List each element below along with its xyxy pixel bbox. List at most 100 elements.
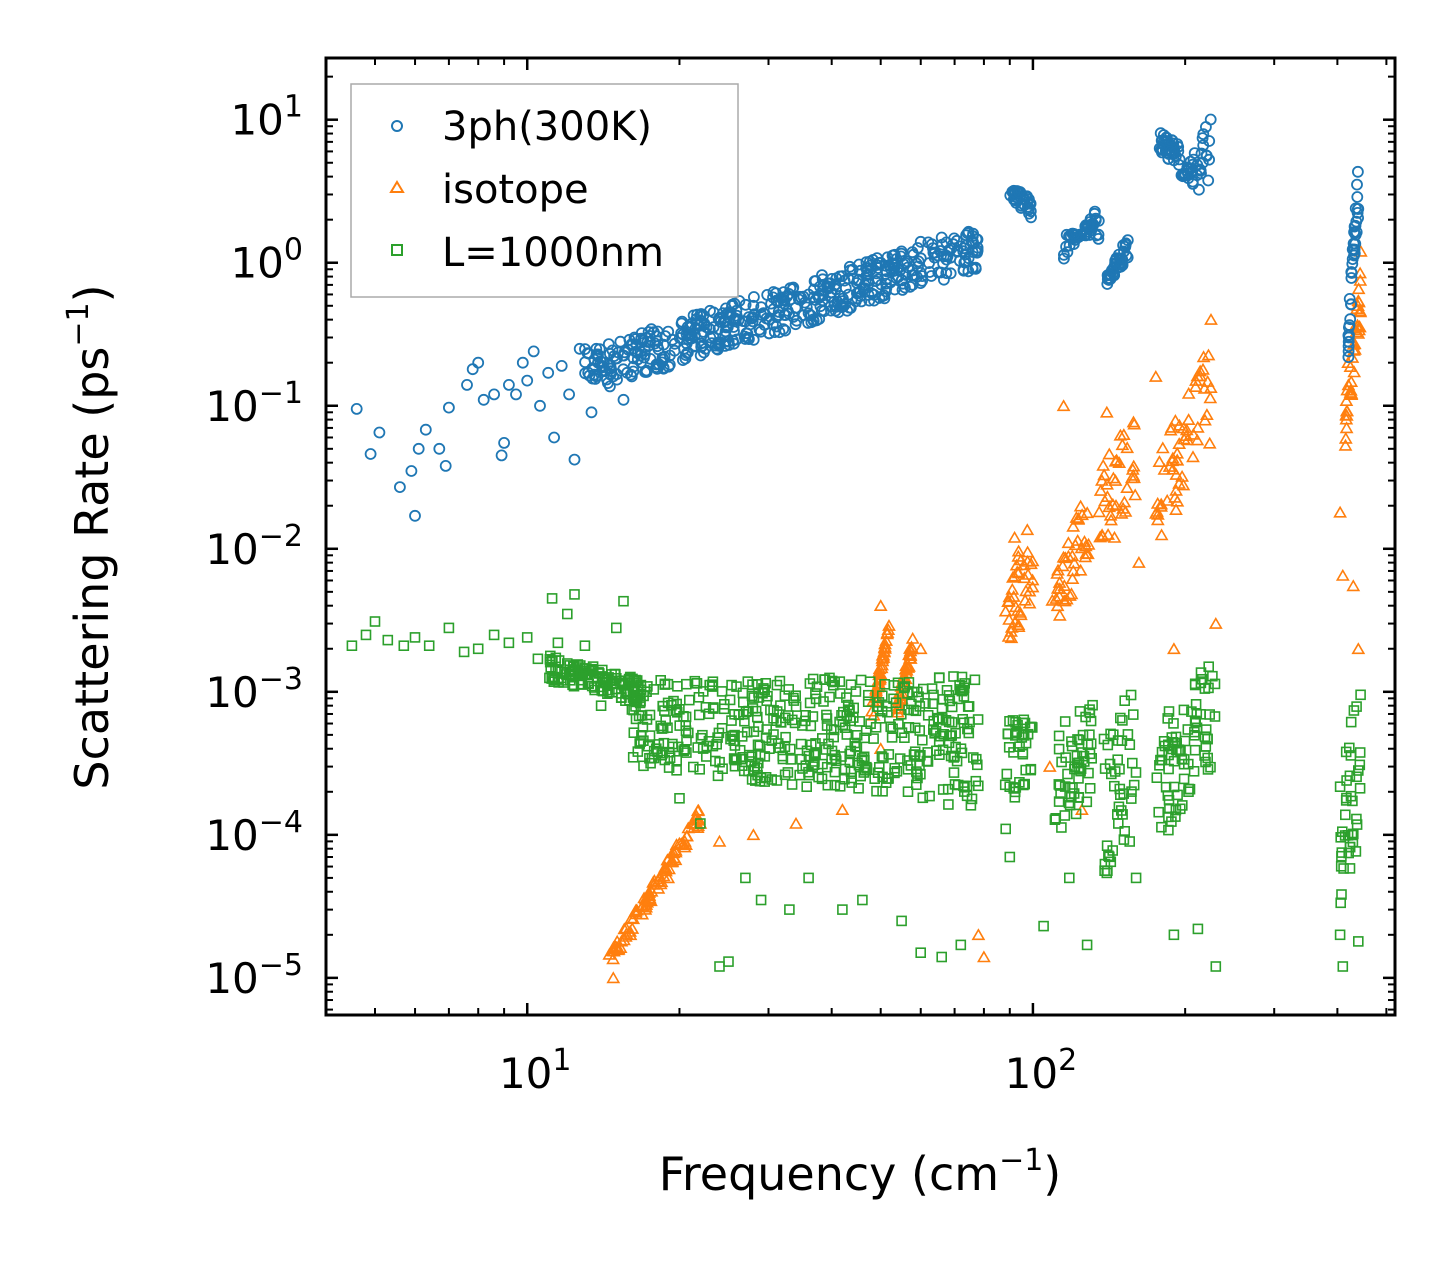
point-boundary [1073,757,1085,769]
point-isotope [1120,481,1134,493]
point-boundary [1128,709,1139,720]
point-3ph [899,268,912,281]
point-isotope [1056,399,1071,412]
point-boundary [913,691,924,703]
point-isotope [1006,570,1020,583]
point-boundary [891,765,903,777]
point-boundary [659,754,671,766]
point-3ph [521,374,534,387]
point-isotope [872,665,886,678]
point-3ph [740,327,753,340]
point-boundary [671,764,682,776]
point-isotope [998,604,1013,617]
point-isotope [1116,428,1131,440]
point-3ph [1351,178,1363,191]
point-boundary [695,732,707,744]
point-isotope [1106,471,1121,484]
point-3ph [948,232,961,245]
point-3ph [767,286,780,298]
point-3ph [1154,127,1167,140]
point-isotope [875,658,889,671]
y-tick-label: 10−4 [205,805,303,860]
point-boundary [587,661,599,672]
point-3ph [409,509,421,522]
point-3ph [1186,175,1199,188]
point-isotope [1190,420,1205,433]
point-3ph [923,266,936,278]
point-3ph [688,340,701,353]
point-boundary [1074,706,1086,717]
point-3ph [828,299,841,311]
point-boundary [1062,768,1073,780]
point-boundary [1125,689,1137,701]
point-3ph [739,298,752,311]
point-boundary [1122,729,1134,740]
point-boundary [1336,847,1348,858]
point-boundary [945,730,956,742]
point-boundary [967,752,979,763]
point-3ph [498,436,511,449]
point-isotope [1150,513,1165,526]
point-isotope [1025,573,1040,586]
point-3ph [639,344,651,357]
point-boundary [1337,961,1349,972]
point-3ph [502,378,515,391]
point-3ph [412,442,425,455]
point-boundary [972,714,984,725]
point-boundary [681,747,692,758]
point-isotope [1019,584,1033,597]
point-boundary [1347,836,1359,848]
point-boundary [873,697,885,708]
point-isotope [1120,441,1135,454]
point-boundary [1126,793,1137,804]
point-3ph [364,448,377,460]
point-boundary [804,697,816,709]
y-tick-label: 10−1 [205,376,303,431]
point-boundary [965,799,977,811]
x-tick-label: 102 [1005,1043,1078,1098]
point-3ph [1344,313,1357,326]
point-boundary [600,677,611,689]
point-boundary [1128,779,1140,791]
point-isotope [1345,351,1360,363]
point-3ph [914,252,927,265]
point-boundary [808,759,820,771]
point-boundary [674,703,685,715]
point-3ph [687,309,700,322]
point-3ph [393,481,406,494]
point-boundary [1003,741,1015,753]
point-boundary [738,765,750,777]
point-isotope [1172,476,1186,489]
point-boundary [662,697,674,709]
point-boundary [704,679,716,691]
point-boundary [893,718,904,730]
point-3ph [808,275,821,288]
point-3ph [932,266,945,279]
point-boundary [800,709,812,721]
point-boundary [1084,782,1096,794]
x-axis-title: Frequency (cm−1) [659,1143,1062,1201]
point-3ph [767,303,780,316]
point-isotope [1093,484,1108,496]
point-isotope [1196,362,1210,375]
point-isotope [1188,380,1203,392]
point-boundary [1059,716,1071,727]
point-boundary [786,714,798,726]
point-boundary [644,709,656,721]
point-isotope [1128,488,1143,501]
point-boundary [1168,929,1180,941]
point-boundary [828,731,840,743]
point-isotope [1204,313,1218,325]
point-3ph [602,338,615,351]
point-boundary [909,749,921,761]
point-isotope [690,804,705,817]
point-boundary [1082,739,1094,751]
point-isotope [1353,305,1368,318]
point-boundary [771,715,782,727]
point-boundary [1106,768,1117,780]
point-isotope [1081,537,1096,550]
point-boundary [660,715,672,726]
point-boundary [928,689,939,701]
point-isotope [1051,563,1065,576]
point-boundary [398,640,410,652]
